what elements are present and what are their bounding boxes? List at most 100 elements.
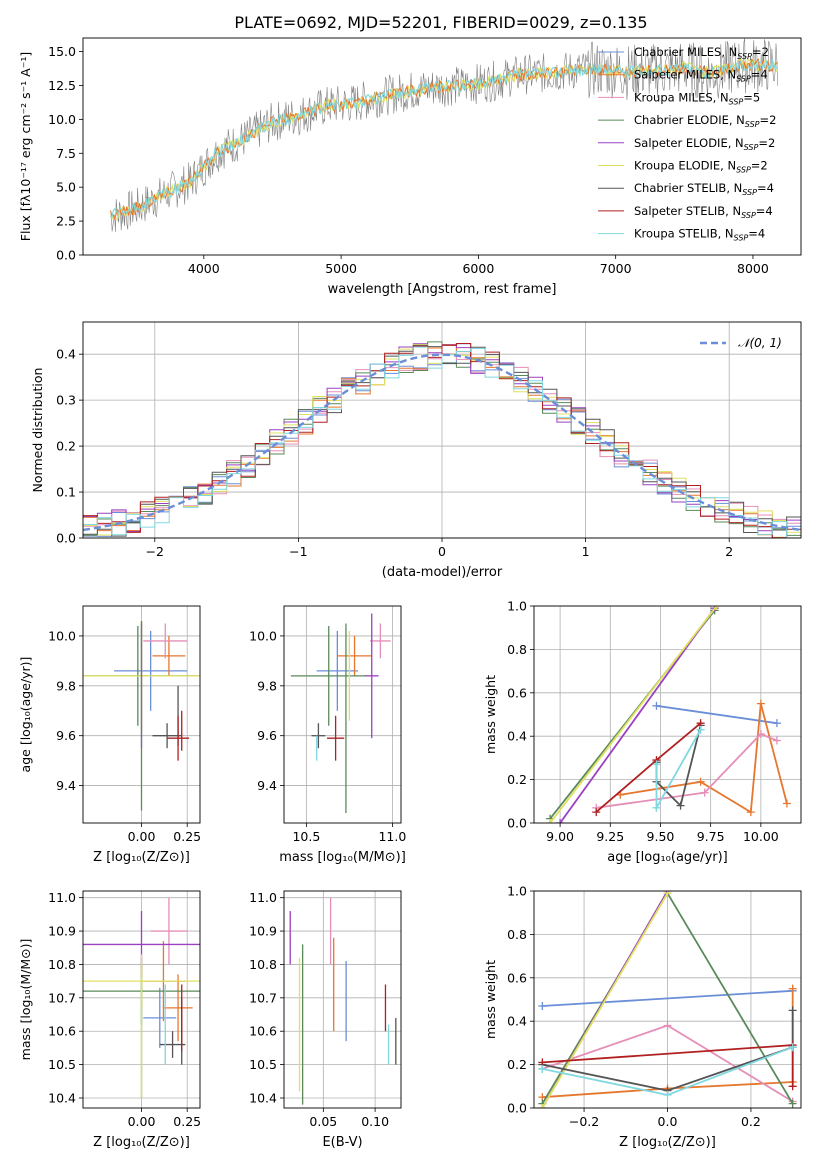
x-tick-label: 11.0 — [378, 829, 406, 844]
y-tick-label: 1.0 — [507, 599, 527, 614]
weight-marker — [652, 803, 661, 812]
y-tick-label: 9.6 — [257, 728, 277, 743]
y-tick-label: 10.6 — [48, 1024, 76, 1039]
x-tick-label: 10.5 — [292, 829, 320, 844]
spectrum-title: PLATE=0692, MJD=52201, FIBERID=0029, z=0… — [234, 13, 647, 32]
x-axis-label: mass [log₁₀(M/M⊙)] — [279, 850, 406, 865]
legend-entry: Kroupa STELIB, NSSP=4 — [634, 227, 765, 243]
weight-marker — [556, 819, 565, 823]
y-tick-label: 10.8 — [48, 957, 76, 972]
weight-marker — [546, 819, 555, 823]
y-axis-label: Normed distribution — [30, 368, 45, 493]
x-tick-label: 0 — [438, 544, 446, 559]
plot-area-Z-weight — [538, 891, 797, 1108]
x-axis-label: Z [log₁₀(Z/Z⊙)] — [93, 1135, 190, 1150]
residual-histogram — [83, 346, 801, 538]
panel-EBV-mass: 0.05 0.10 10.4 10.5 10.6 10.7 10.8 10.9 11.0 E(B-… — [249, 890, 402, 1150]
legend-entry: Salpeter ELODIE, NSSP=2 — [634, 136, 775, 152]
gaussian-reference-curve — [83, 353, 801, 532]
panel-Z-age: 0.00 0.25 9.4 9.6 9.8 10.0 Z [log₁₀(Z/Z⊙)] age … — [18, 605, 201, 865]
x-tick-label: 9.75 — [697, 829, 725, 844]
weight-marker — [756, 699, 765, 708]
x-axis-label: age [log₁₀(age/yr)] — [607, 850, 728, 865]
y-axis-label: Flux [fλ10⁻¹⁷ erg cm⁻² s⁻¹ A⁻¹] — [18, 52, 33, 241]
weight-line — [596, 732, 778, 809]
x-tick-label: −1 — [289, 544, 307, 559]
y-tick-label: 10.0 — [48, 628, 76, 643]
legend-entry: Salpeter MILES, NSSP=4 — [634, 68, 768, 84]
axes-frame — [283, 890, 402, 1109]
x-tick-label: 0.25 — [173, 829, 201, 844]
y-tick-label: 0.4 — [507, 729, 527, 744]
y-tick-label: 10.6 — [249, 1024, 277, 1039]
axes-frame — [533, 605, 802, 824]
plot-area-residuals — [83, 341, 801, 538]
weight-marker — [676, 801, 685, 810]
x-tick-label: 5000 — [325, 261, 357, 276]
weight-marker — [700, 788, 709, 797]
residual-histogram — [83, 343, 801, 538]
y-tick-label: 0.2 — [507, 772, 527, 787]
panel-age-weight: 9.00 9.25 9.50 9.75 10.00 0.0 0.2 0.4 0.6 0.8 1.0 a… — [483, 599, 802, 865]
legend-entry: 𝒩(0, 1) — [738, 336, 782, 350]
plot-area-Z-mass — [83, 897, 200, 1098]
y-tick-label: 12.5 — [48, 78, 76, 93]
plot-area-EBV-mass — [289, 897, 397, 1105]
plot-area-Z-age — [83, 620, 200, 811]
y-tick-label: 9.6 — [56, 728, 76, 743]
y-tick-label: 10.7 — [249, 990, 277, 1005]
y-tick-label: 10.4 — [48, 1090, 76, 1105]
y-tick-label: 1.0 — [507, 884, 527, 899]
y-tick-label: 11.0 — [249, 890, 277, 905]
weight-marker — [538, 1002, 547, 1011]
y-tick-label: 0.1 — [56, 485, 76, 500]
y-tick-label: 10.4 — [249, 1090, 277, 1105]
panel-Z-weight: −0.2 0.0 0.2 0.0 0.2 0.4 0.6 0.8 1.0 Z [log₁₀(Z/Z… — [483, 884, 802, 1150]
weight-marker — [696, 777, 705, 786]
x-axis-label: E(B-V) — [322, 1135, 362, 1150]
panel-residuals: −2 −1 0 1 2 0.0 0.1 0.2 0.3 0.4 (data-model)/error… — [30, 321, 802, 580]
weight-marker — [788, 1043, 797, 1052]
x-tick-label: 8000 — [737, 261, 769, 276]
legend-entry: Chabrier MILES, NSSP=2 — [634, 45, 769, 61]
weight-marker — [592, 808, 601, 817]
x-tick-label: 0.05 — [309, 1114, 337, 1129]
x-tick-label: −0.2 — [569, 1114, 599, 1129]
y-tick-label: 0.0 — [507, 816, 527, 831]
x-axis-label: (data-model)/error — [382, 565, 503, 580]
weight-line — [542, 1010, 794, 1092]
axes-frame — [533, 890, 802, 1109]
x-axis-label: wavelength [Angstrom, rest frame] — [328, 282, 557, 297]
legend-entry: Chabrier ELODIE, NSSP=2 — [634, 113, 776, 129]
y-tick-label: 0.6 — [507, 970, 527, 985]
x-tick-label: 9.25 — [596, 829, 624, 844]
x-tick-label: 6000 — [462, 261, 494, 276]
x-axis-label: Z [log₁₀(Z/Z⊙)] — [93, 850, 190, 865]
y-tick-label: 0.2 — [56, 439, 76, 454]
weight-marker — [663, 891, 672, 898]
weight-marker — [788, 1082, 797, 1091]
weight-marker — [782, 799, 791, 808]
y-tick-label: 15.0 — [48, 44, 76, 59]
panel-spectrum: 4000 5000 6000 7000 8000 0.0 2.5 5.0 7.5 10.0 12.5… — [18, 37, 802, 297]
y-tick-label: 0.0 — [56, 531, 76, 546]
y-tick-label: 7.5 — [56, 146, 76, 161]
axes-frame — [82, 37, 802, 256]
y-axis-label: mass weight — [483, 960, 498, 1039]
weight-marker — [696, 725, 705, 734]
legend-entry: Salpeter STELIB, NSSP=4 — [634, 204, 773, 220]
x-tick-label: 2 — [725, 544, 733, 559]
plot-area-age-weight — [546, 606, 791, 823]
axes-frame — [82, 321, 802, 539]
y-tick-label: 10.7 — [48, 990, 76, 1005]
y-tick-label: 0.6 — [507, 685, 527, 700]
plot-area-mass-age — [290, 613, 391, 814]
weight-marker — [712, 606, 721, 610]
x-tick-label: 10.00 — [743, 829, 779, 844]
y-tick-label: 5.0 — [56, 180, 76, 195]
weight-marker — [772, 736, 781, 745]
y-tick-label: 0.0 — [507, 1101, 527, 1116]
plot-area-spectrum — [109, 38, 779, 232]
x-tick-label: 7000 — [600, 261, 632, 276]
